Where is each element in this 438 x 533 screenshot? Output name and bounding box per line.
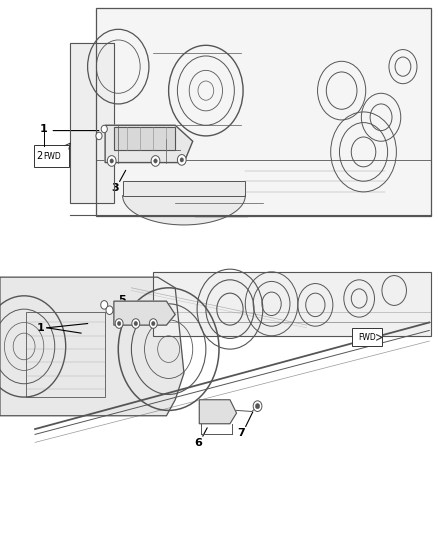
Text: 6: 6 [194,439,202,448]
Circle shape [101,301,108,309]
Polygon shape [114,127,175,150]
Polygon shape [70,43,114,203]
Circle shape [253,401,262,411]
Polygon shape [123,196,245,225]
Circle shape [115,319,123,328]
Text: 3: 3 [111,183,119,192]
Polygon shape [96,8,431,216]
Polygon shape [123,181,245,196]
Circle shape [117,321,121,326]
Circle shape [106,306,113,314]
Circle shape [154,159,157,163]
Text: 1: 1 [40,124,48,134]
Circle shape [152,321,155,326]
Text: 4: 4 [136,198,144,207]
FancyBboxPatch shape [352,328,382,346]
Circle shape [134,321,138,326]
Circle shape [151,156,160,166]
Text: 5: 5 [118,295,126,304]
Circle shape [132,319,140,328]
Circle shape [180,158,184,162]
Text: 1: 1 [36,323,44,333]
Text: 7: 7 [237,428,245,438]
Circle shape [177,155,186,165]
Text: FWD: FWD [43,152,60,160]
Polygon shape [105,125,193,163]
Polygon shape [114,301,175,325]
Circle shape [255,403,260,409]
Polygon shape [0,277,184,416]
Circle shape [107,156,116,166]
Polygon shape [153,272,431,336]
Circle shape [149,319,157,328]
Circle shape [110,159,113,163]
Circle shape [96,132,102,140]
Circle shape [101,125,107,133]
Text: 2: 2 [36,151,42,161]
Text: FWD: FWD [358,333,376,342]
FancyBboxPatch shape [34,145,69,167]
Polygon shape [199,400,237,424]
